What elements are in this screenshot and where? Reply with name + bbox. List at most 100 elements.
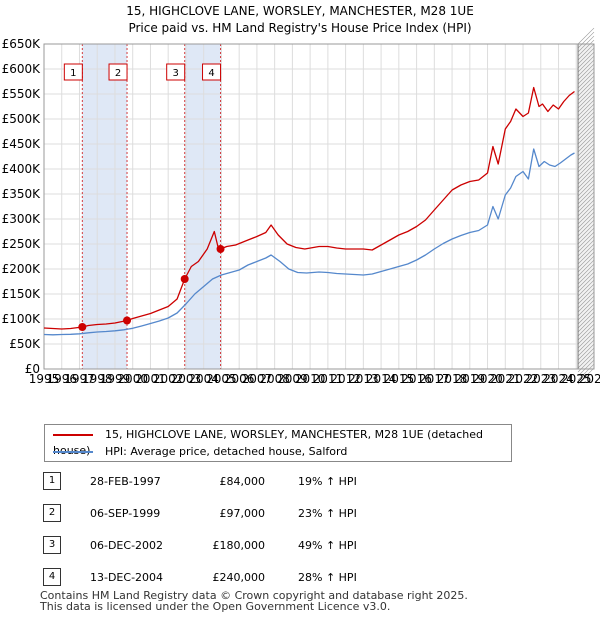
sale-label-box xyxy=(63,63,83,81)
future-hatch-line xyxy=(577,31,595,49)
future-hatch-line xyxy=(577,199,595,217)
future-hatch-line xyxy=(577,163,595,181)
x-tick-label: 2005 xyxy=(206,372,237,386)
future-hatch-line xyxy=(577,295,595,313)
future-hatch-line xyxy=(577,87,595,105)
future-hatch-line xyxy=(577,107,595,125)
future-hatch-line xyxy=(577,95,595,113)
y-tick-label: £100K xyxy=(2,312,42,326)
x-tick-label: 2001 xyxy=(135,372,166,386)
future-hatch-line xyxy=(577,231,595,249)
future-hatch-line xyxy=(577,27,595,45)
x-tick-label: 2000 xyxy=(117,372,148,386)
future-hatch-line xyxy=(577,115,595,133)
x-tick-label: 2023 xyxy=(526,372,557,386)
future-hatch-line xyxy=(577,103,595,121)
future-hatch-line xyxy=(577,83,595,101)
future-hatch-line xyxy=(577,55,595,73)
x-tick-label: 2011 xyxy=(313,372,344,386)
future-hatch-line xyxy=(577,127,595,145)
sale-date: 13-DEC-2004 xyxy=(90,571,164,584)
y-tick-label: £200K xyxy=(2,262,42,276)
x-tick-label: 2008 xyxy=(259,372,290,386)
future-hatch-line xyxy=(577,47,595,65)
property-price-line xyxy=(43,86,575,330)
sale-label-box xyxy=(166,63,186,81)
y-tick-label: £500K xyxy=(2,112,42,126)
y-tick-label: £600K xyxy=(2,62,42,76)
future-hatch-line xyxy=(577,319,595,337)
sale-hpi-change: 28% ↑ HPI xyxy=(298,571,357,584)
future-hatch-line xyxy=(577,307,595,325)
future-hatch-line xyxy=(577,167,595,185)
sale-label-number: 1 xyxy=(70,68,76,79)
legend: 15, HIGHCLOVE LANE, WORSLEY, MANCHESTER,… xyxy=(44,424,512,462)
x-tick-label: 2026 xyxy=(579,372,600,386)
future-hatch-line xyxy=(577,155,595,173)
sale-date: 06-SEP-1999 xyxy=(90,507,161,520)
future-hatch-line xyxy=(577,151,595,169)
future-hatch-line xyxy=(577,315,595,333)
shaded-period xyxy=(184,44,221,369)
future-hatch-line xyxy=(577,183,595,201)
future-hatch-line xyxy=(577,91,595,109)
future-hatch-line xyxy=(577,331,595,349)
sale-label-box xyxy=(108,63,128,81)
sale-hpi-change: 49% ↑ HPI xyxy=(298,539,357,552)
future-hatch-line xyxy=(577,311,595,329)
y-tick-label: £250K xyxy=(2,237,42,251)
future-hatch-line xyxy=(577,187,595,205)
x-tick-label: 2018 xyxy=(437,372,468,386)
y-tick-label: £150K xyxy=(2,287,42,301)
future-hatch-line xyxy=(577,239,595,257)
future-hatch-line xyxy=(577,139,595,157)
future-hatch-line xyxy=(577,75,595,93)
future-hatch-line xyxy=(577,243,595,261)
future-hatch-line xyxy=(577,227,595,245)
chart-title-line1: 15, HIGHCLOVE LANE, WORSLEY, MANCHESTER,… xyxy=(126,4,474,18)
sale-number-badge: 1 xyxy=(43,472,61,490)
shaded-period xyxy=(82,44,128,369)
sale-label-number: 2 xyxy=(115,68,121,79)
future-hatch-line xyxy=(577,347,595,365)
sale-label-box xyxy=(202,63,222,81)
y-tick-label: £650K xyxy=(2,37,42,51)
future-hatch-line xyxy=(577,351,595,369)
future-hatch-line xyxy=(577,67,595,85)
sale-label-number: 3 xyxy=(173,68,179,79)
future-hatch-line xyxy=(577,287,595,305)
x-tick-label: 2019 xyxy=(455,372,486,386)
future-hatch-line xyxy=(577,191,595,209)
x-tick-label: 2002 xyxy=(153,372,184,386)
future-hatch-line xyxy=(577,359,595,377)
sale-marker xyxy=(123,316,132,325)
y-tick-label: £450K xyxy=(2,137,42,151)
future-hatch-line xyxy=(577,275,595,293)
future-hatch-line xyxy=(577,219,595,237)
future-hatch-line xyxy=(577,119,595,137)
sale-date: 28-FEB-1997 xyxy=(90,475,161,488)
sale-price: £97,000 xyxy=(219,507,266,520)
future-hatch-line xyxy=(577,223,595,241)
y-tick-label: £0 xyxy=(25,362,40,376)
sale-price: £180,000 xyxy=(212,539,266,552)
x-tick-label: 2013 xyxy=(348,372,379,386)
future-hatch-line xyxy=(577,283,595,301)
future-hatch-line xyxy=(577,99,595,117)
sale-price: £84,000 xyxy=(219,475,266,488)
future-hatch-line xyxy=(577,63,595,81)
future-hatch-line xyxy=(577,203,595,221)
x-tick-label: 1997 xyxy=(64,372,95,386)
future-hatch-line xyxy=(577,263,595,281)
future-hatch-line xyxy=(577,123,595,141)
future-hatch-line xyxy=(577,251,595,269)
future-hatch-line xyxy=(577,79,595,97)
future-hatch-line xyxy=(577,335,595,353)
footer-licence: This data is licensed under the Open Gov… xyxy=(40,600,391,613)
x-tick-label: 2009 xyxy=(277,372,308,386)
future-hatch-line xyxy=(577,111,595,129)
x-tick-label: 1999 xyxy=(100,372,131,386)
chart-title: 15, HIGHCLOVE LANE, WORSLEY, MANCHESTER,… xyxy=(0,3,600,37)
future-hatch-line xyxy=(577,279,595,297)
future-hatch-line xyxy=(577,327,595,345)
